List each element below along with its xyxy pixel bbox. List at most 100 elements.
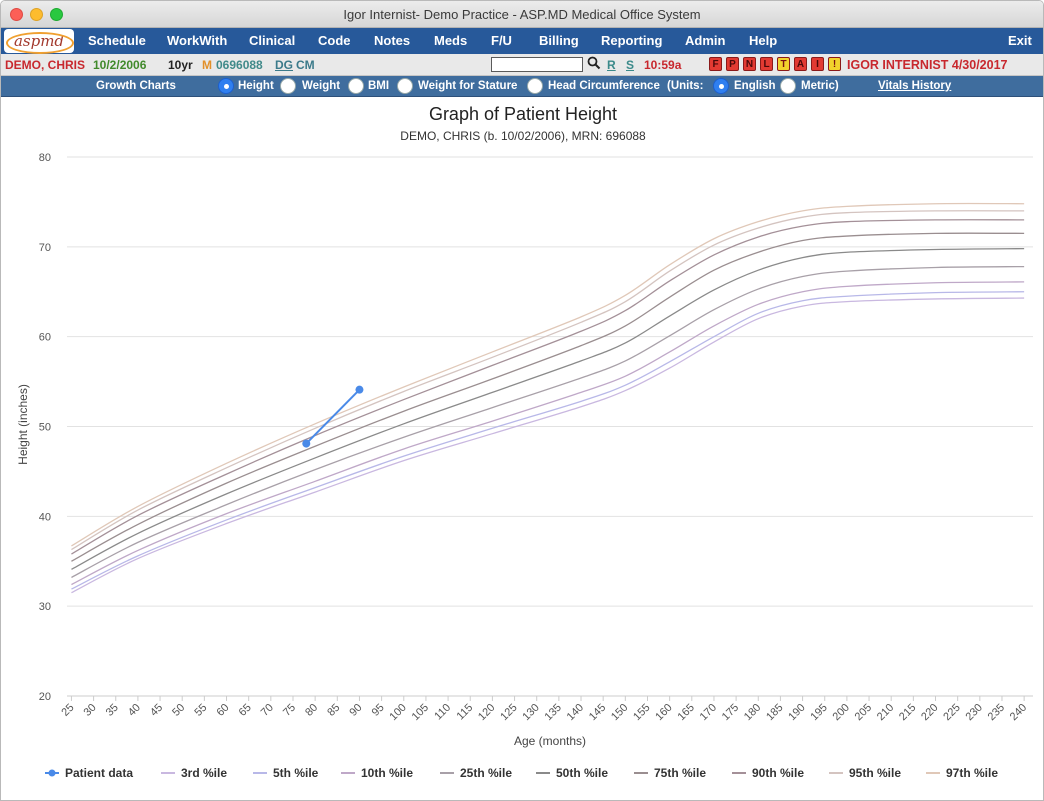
y-tick-label: 50 [39, 422, 51, 434]
growth-charts-label: Growth Charts [96, 80, 176, 92]
option-weight-label[interactable]: Weight [302, 80, 341, 92]
legend-item-1: 3rd %ile [181, 766, 227, 780]
option-bmi-label[interactable]: BMI [368, 80, 390, 92]
percentile-line-50th [71, 247, 1025, 570]
flag-p[interactable]: P [726, 57, 739, 71]
flag-l[interactable]: L [760, 57, 773, 71]
menu-schedule[interactable]: Schedule [88, 33, 146, 48]
menu-fu[interactable]: F/U [491, 33, 512, 48]
y-tick-label: 20 [39, 691, 51, 703]
legend-item-7: 90th %ile [752, 766, 804, 780]
option-head-circumference-label[interactable]: Head Circumference [548, 80, 660, 92]
cm-link[interactable]: CM [296, 58, 315, 72]
option-height-label[interactable]: Height [238, 80, 274, 92]
x-tick-label: 80 [303, 702, 320, 719]
percentile-line-3rd [71, 297, 1025, 594]
patient-name[interactable]: DEMO, CHRIS [5, 58, 86, 72]
menu-notes[interactable]: Notes [374, 33, 411, 48]
units-metric-label[interactable]: Metric) [801, 80, 839, 92]
x-tick-label: 170 [698, 702, 719, 723]
x-tick-label: 90 [347, 702, 364, 719]
vitals-history-link[interactable]: Vitals History [878, 80, 952, 92]
radio-head-circumference[interactable] [527, 78, 543, 94]
main-menu-bar: aspmd Schedule WorkWith Clinical Code No… [1, 28, 1043, 54]
title-bar: Igor Internist- Demo Practice - ASP.MD M… [1, 1, 1043, 28]
x-tick-label: 85 [325, 702, 342, 719]
legend-item-6: 75th %ile [654, 766, 706, 780]
patient-sex: M [202, 58, 212, 72]
flag-i[interactable]: I [811, 57, 824, 71]
link-r[interactable]: R [607, 58, 616, 72]
percentile-line-25th [71, 265, 1025, 578]
legend-item-8: 95th %ile [849, 766, 901, 780]
radio-english[interactable] [713, 78, 729, 94]
legend-item-5: 50th %ile [556, 766, 608, 780]
x-tick-label: 165 [675, 702, 696, 723]
x-tick-label: 180 [742, 702, 763, 723]
patient-age: 10yr [168, 58, 193, 72]
x-tick-label: 110 [432, 702, 453, 723]
radio-bmi[interactable] [348, 78, 364, 94]
radio-metric[interactable] [780, 78, 796, 94]
x-tick-label: 135 [543, 702, 564, 723]
menu-help[interactable]: Help [749, 33, 778, 48]
minimize-window-button[interactable] [30, 8, 43, 21]
aspmd-logo[interactable]: aspmd [4, 29, 74, 54]
percentile-line-5th [71, 291, 1025, 590]
radio-weight-for-stature[interactable] [397, 78, 413, 94]
menu-clinical[interactable]: Clinical [249, 33, 296, 48]
y-tick-label: 80 [39, 152, 51, 164]
x-tick-label: 210 [875, 702, 896, 723]
user-date: IGOR INTERNIST 4/30/2017 [847, 58, 1008, 72]
menu-meds[interactable]: Meds [434, 33, 468, 48]
y-tick-label: 30 [39, 601, 51, 613]
x-tick-label: 125 [498, 702, 519, 723]
option-weight-for-stature-label[interactable]: Weight for Stature [418, 80, 518, 92]
flag-n[interactable]: N [743, 57, 756, 71]
x-tick-label: 60 [214, 702, 231, 719]
legend-item-3: 10th %ile [361, 766, 413, 780]
percentile-line-97th [71, 202, 1025, 547]
y-tick-label: 40 [39, 511, 51, 523]
x-tick-label: 220 [919, 702, 940, 723]
x-tick-label: 70 [259, 702, 276, 719]
flag-a[interactable]: A [794, 57, 807, 71]
x-tick-label: 200 [831, 702, 852, 723]
patient-dob: 10/2/2006 [93, 58, 147, 72]
flag-alert[interactable]: ! [828, 57, 841, 71]
radio-weight[interactable] [280, 78, 296, 94]
legend-item-0: Patient data [65, 766, 133, 780]
x-tick-label: 65 [237, 702, 254, 719]
flag-t[interactable]: T [777, 57, 790, 71]
legend-marker [48, 769, 56, 777]
maximize-window-button[interactable] [50, 8, 63, 21]
close-window-button[interactable] [10, 8, 23, 21]
menu-reporting[interactable]: Reporting [601, 33, 663, 48]
legend-item-2: 5th %ile [273, 766, 319, 780]
x-tick-label: 100 [387, 702, 408, 723]
chart-title: Graph of Patient Height [429, 104, 617, 124]
menu-workwith[interactable]: WorkWith [167, 33, 228, 48]
patient-search-input[interactable] [491, 57, 583, 72]
flag-f[interactable]: F [709, 57, 722, 71]
units-label: (Units: [667, 80, 704, 92]
patient-data-point [302, 439, 311, 448]
menu-billing[interactable]: Billing [539, 33, 579, 48]
link-s[interactable]: S [626, 58, 635, 72]
menu-exit[interactable]: Exit [1008, 33, 1032, 48]
x-tick-label: 145 [587, 702, 608, 723]
percentile-line-10th [71, 281, 1025, 586]
radio-height[interactable] [218, 78, 234, 94]
growth-chart-toolbar: Growth Charts Height Weight BMI Weight f… [1, 76, 1043, 97]
x-tick-label: 55 [192, 702, 209, 719]
x-tick-label: 195 [808, 702, 829, 723]
dg-link[interactable]: DG [275, 58, 293, 72]
menu-admin[interactable]: Admin [685, 33, 726, 48]
x-tick-label: 35 [104, 702, 121, 719]
search-icon[interactable] [587, 55, 601, 74]
units-english-label[interactable]: English [734, 80, 776, 92]
x-tick-label: 130 [520, 702, 541, 723]
menu-code[interactable]: Code [318, 33, 351, 48]
y-axis-label: Height (inches) [16, 384, 30, 465]
x-tick-label: 140 [565, 702, 586, 723]
